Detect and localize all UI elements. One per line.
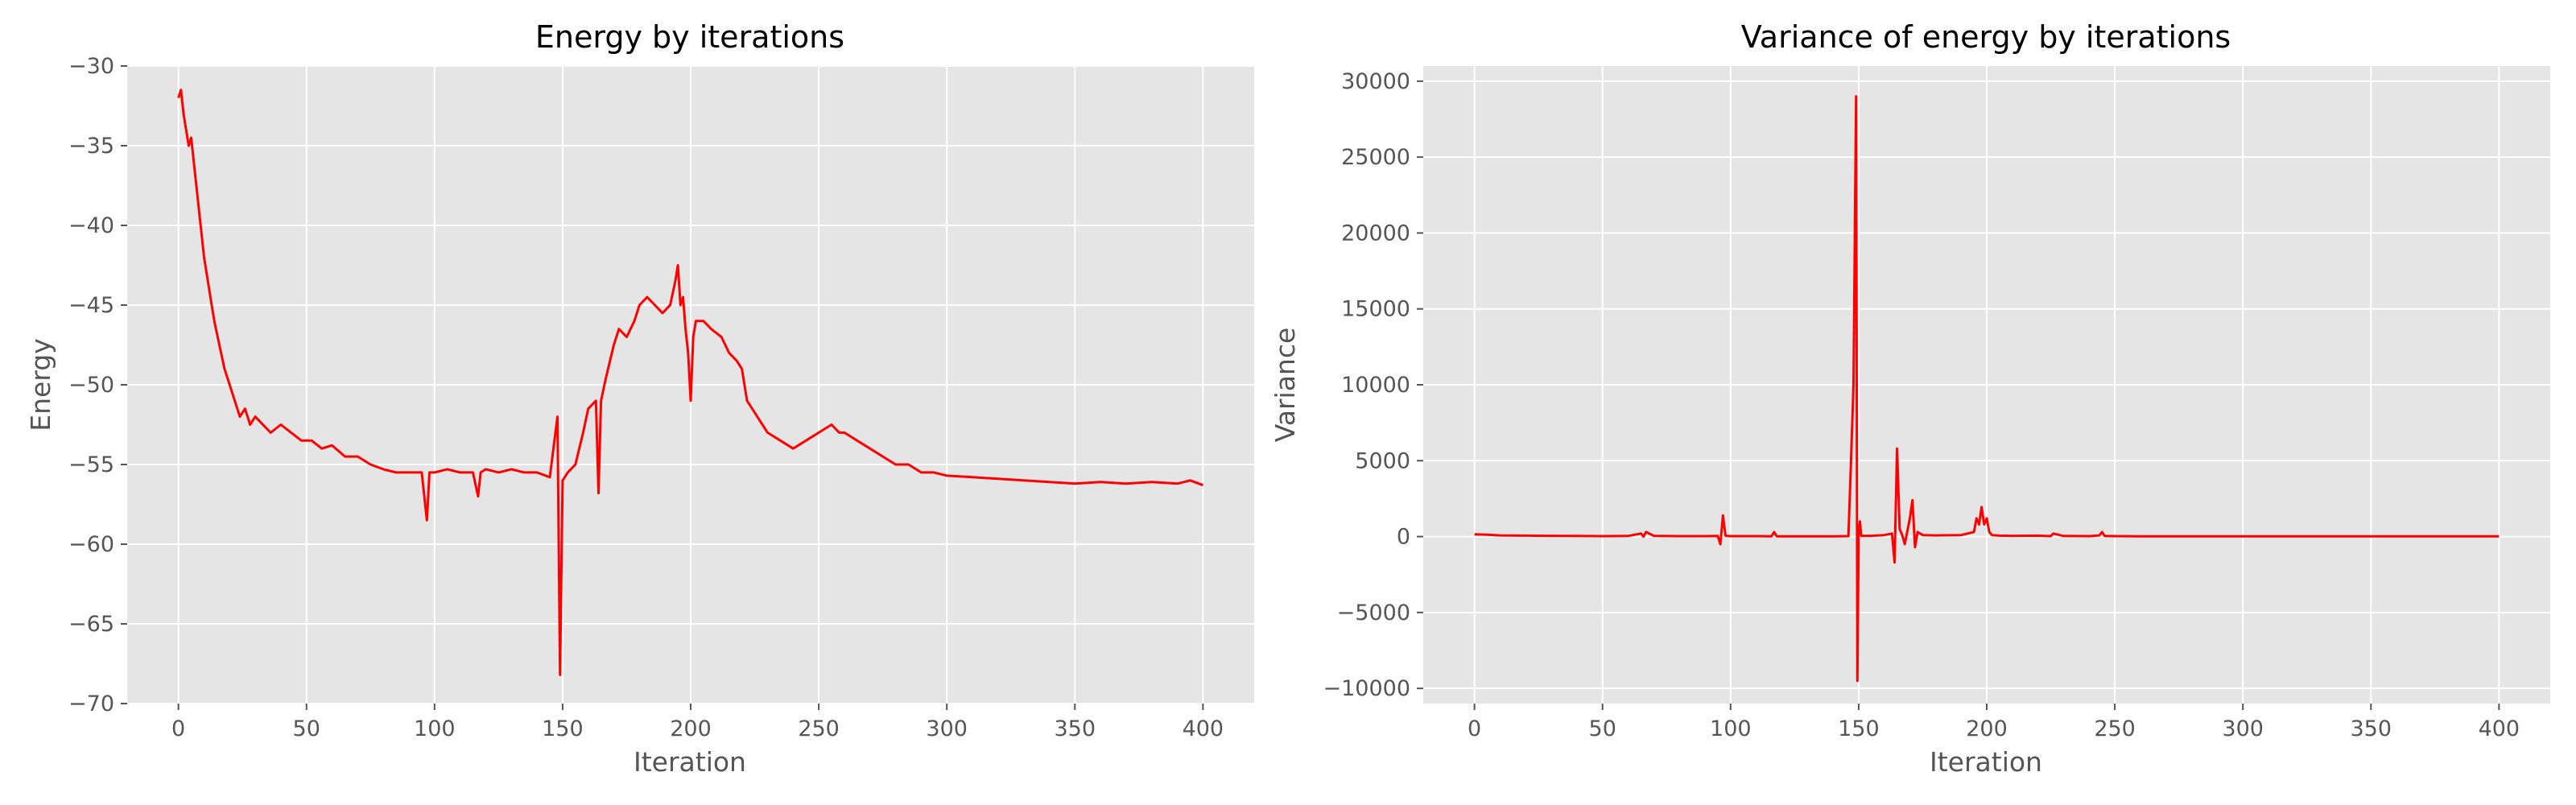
grid bbox=[1423, 66, 2550, 704]
y-tick-label: 25000 bbox=[1341, 145, 1410, 170]
x-tick-labels: 0 50 100 150 200 250 300 350 400 bbox=[1468, 704, 2520, 741]
y-tick-label: −10000 bbox=[1323, 676, 1410, 701]
y-tick-label: −65 bbox=[68, 612, 114, 637]
y-axis-label: Variance bbox=[1269, 328, 1301, 443]
chart-title: Energy by iterations bbox=[535, 19, 844, 55]
y-tick-label: −70 bbox=[68, 691, 114, 716]
x-tick-label: 150 bbox=[1838, 716, 1880, 741]
y-tick-label: −60 bbox=[68, 532, 114, 557]
x-tick-labels: 0 50 100 150 200 250 300 350 400 bbox=[171, 704, 1224, 741]
y-tick-label: −55 bbox=[68, 452, 114, 477]
chart-title: Variance of energy by iterations bbox=[1741, 19, 2231, 55]
y-axis-label: Energy bbox=[25, 338, 56, 431]
y-tick-label: −30 bbox=[68, 54, 114, 79]
x-tick-label: 350 bbox=[1054, 716, 1096, 741]
x-tick-label: 250 bbox=[2094, 716, 2136, 741]
y-tick-label: 0 bbox=[1397, 525, 1410, 550]
x-tick-label: 200 bbox=[670, 716, 712, 741]
y-tick-label: 30000 bbox=[1341, 69, 1410, 94]
x-tick-label: 250 bbox=[798, 716, 840, 741]
x-tick-label: 0 bbox=[1468, 716, 1481, 741]
x-tick-label: 100 bbox=[414, 716, 456, 741]
variance-series-line bbox=[1474, 95, 2500, 683]
x-tick-label: 400 bbox=[1183, 716, 1224, 741]
x-tick-label: 350 bbox=[2350, 716, 2392, 741]
y-tick-label: −5000 bbox=[1337, 601, 1410, 625]
x-tick-label: 200 bbox=[1966, 716, 2008, 741]
x-axis-label: Iteration bbox=[634, 746, 746, 778]
x-tick-label: 400 bbox=[2479, 716, 2520, 741]
x-tick-label: 50 bbox=[1589, 716, 1616, 741]
x-tick-label: 50 bbox=[293, 716, 320, 741]
x-tick-label: 150 bbox=[542, 716, 584, 741]
y-tick-labels: −70 −65 −60 −55 −50 −45 −40 −35 −30 bbox=[68, 54, 127, 716]
x-tick-label: 0 bbox=[171, 716, 185, 741]
y-tick-label: 20000 bbox=[1341, 221, 1410, 246]
grid bbox=[127, 65, 1254, 704]
x-axis-label: Iteration bbox=[1930, 746, 2042, 778]
y-tick-label: −40 bbox=[68, 213, 114, 238]
energy-chart: Energy by iterations 0 50 100 150 200 250 300 3… bbox=[25, 19, 1254, 778]
x-tick-label: 300 bbox=[926, 716, 968, 741]
variance-chart: Variance of energy by iterations 0 50 100 1… bbox=[1269, 19, 2550, 778]
energy-series-line bbox=[177, 89, 1203, 676]
y-tick-label: −50 bbox=[68, 373, 114, 398]
y-tick-label: −35 bbox=[68, 134, 114, 159]
y-tick-labels: −10000 −5000 0 5000 10000 15000 20000 25000 3000… bbox=[1323, 69, 1423, 701]
y-tick-label: −45 bbox=[68, 293, 114, 318]
x-tick-label: 100 bbox=[1710, 716, 1752, 741]
y-tick-label: 10000 bbox=[1341, 373, 1410, 398]
y-tick-label: 15000 bbox=[1341, 297, 1410, 322]
y-tick-label: 5000 bbox=[1355, 448, 1410, 473]
x-tick-label: 300 bbox=[2222, 716, 2264, 741]
